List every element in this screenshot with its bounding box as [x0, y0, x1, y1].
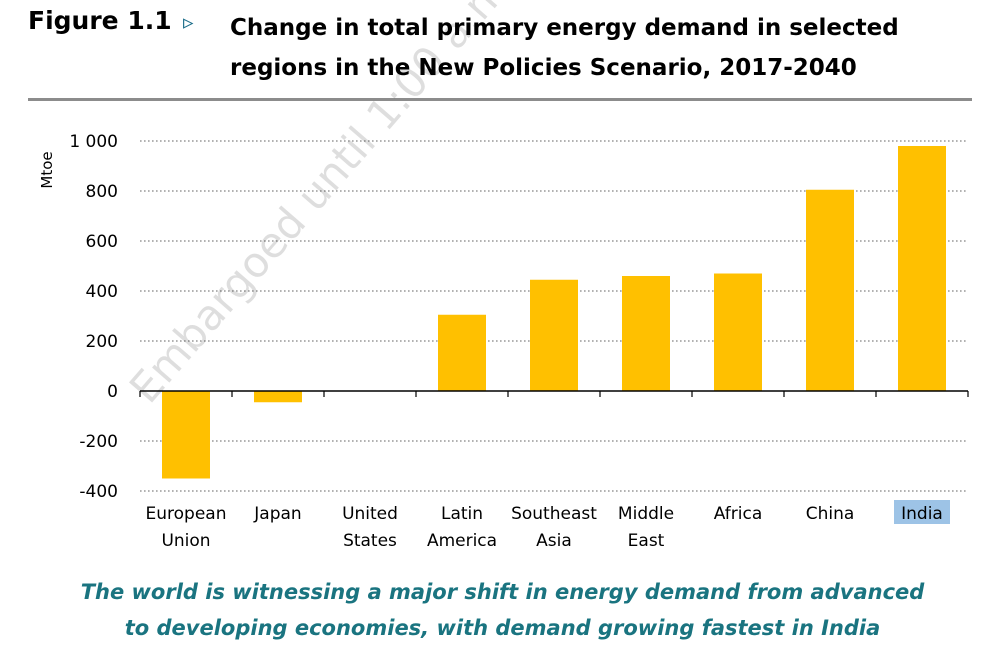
x-tick-label: Southeast — [511, 504, 597, 524]
bar — [806, 189, 854, 391]
figure-title-line-1: Change in total primary energy demand in… — [230, 15, 899, 41]
y-tick-label: 200 — [86, 332, 118, 352]
y-tick-label: 600 — [86, 232, 118, 252]
bar — [162, 391, 210, 479]
x-tick-label: China — [806, 504, 855, 524]
x-tick-label: European — [146, 504, 227, 524]
y-tick-label: 800 — [86, 182, 118, 202]
bar — [254, 391, 302, 403]
bar-chart: Mtoe 1 000 800 600 400 200 0 -200 -400 European Un… — [38, 132, 969, 551]
figure-caption: The world is witnessing a major shift in… — [0, 574, 1005, 646]
x-tick-label: Africa — [714, 504, 763, 524]
y-tick-label: -400 — [79, 482, 118, 502]
bar — [438, 314, 486, 391]
bar — [530, 279, 578, 391]
y-tick-label: 400 — [86, 282, 118, 302]
y-tick-label: -200 — [79, 432, 118, 452]
bar — [714, 273, 762, 391]
category-highlight — [894, 500, 950, 524]
x-tick-label: Asia — [536, 531, 572, 551]
y-tick-label: 0 — [107, 382, 118, 402]
y-axis-title: Mtoe — [38, 151, 56, 188]
x-tick-label: America — [427, 531, 497, 551]
title-divider — [28, 98, 972, 101]
x-tick-label: Middle — [618, 504, 674, 524]
bar — [622, 276, 670, 391]
x-tick-label: States — [343, 531, 397, 551]
figure-title-line-2: regions in the New Policies Scenario, 20… — [230, 55, 857, 81]
caption-line-2: to developing economies, with demand gro… — [124, 616, 881, 640]
x-tick-label: Union — [161, 531, 210, 551]
x-tick-label: East — [628, 531, 665, 551]
x-tick-label: United — [342, 504, 398, 524]
x-tick-label: Japan — [253, 504, 301, 524]
figure-label: Figure 1.1 — [28, 6, 172, 35]
figure-title: Change in total primary energy demand in… — [230, 8, 970, 88]
bar — [898, 146, 946, 391]
y-tick-label: 1 000 — [69, 132, 118, 152]
caption-line-1: The world is witnessing a major shift in… — [80, 580, 925, 604]
x-tick-label: India — [901, 504, 943, 524]
x-tick-label: Latin — [441, 504, 483, 524]
triangle-arrow-icon: ▹ — [183, 10, 194, 34]
